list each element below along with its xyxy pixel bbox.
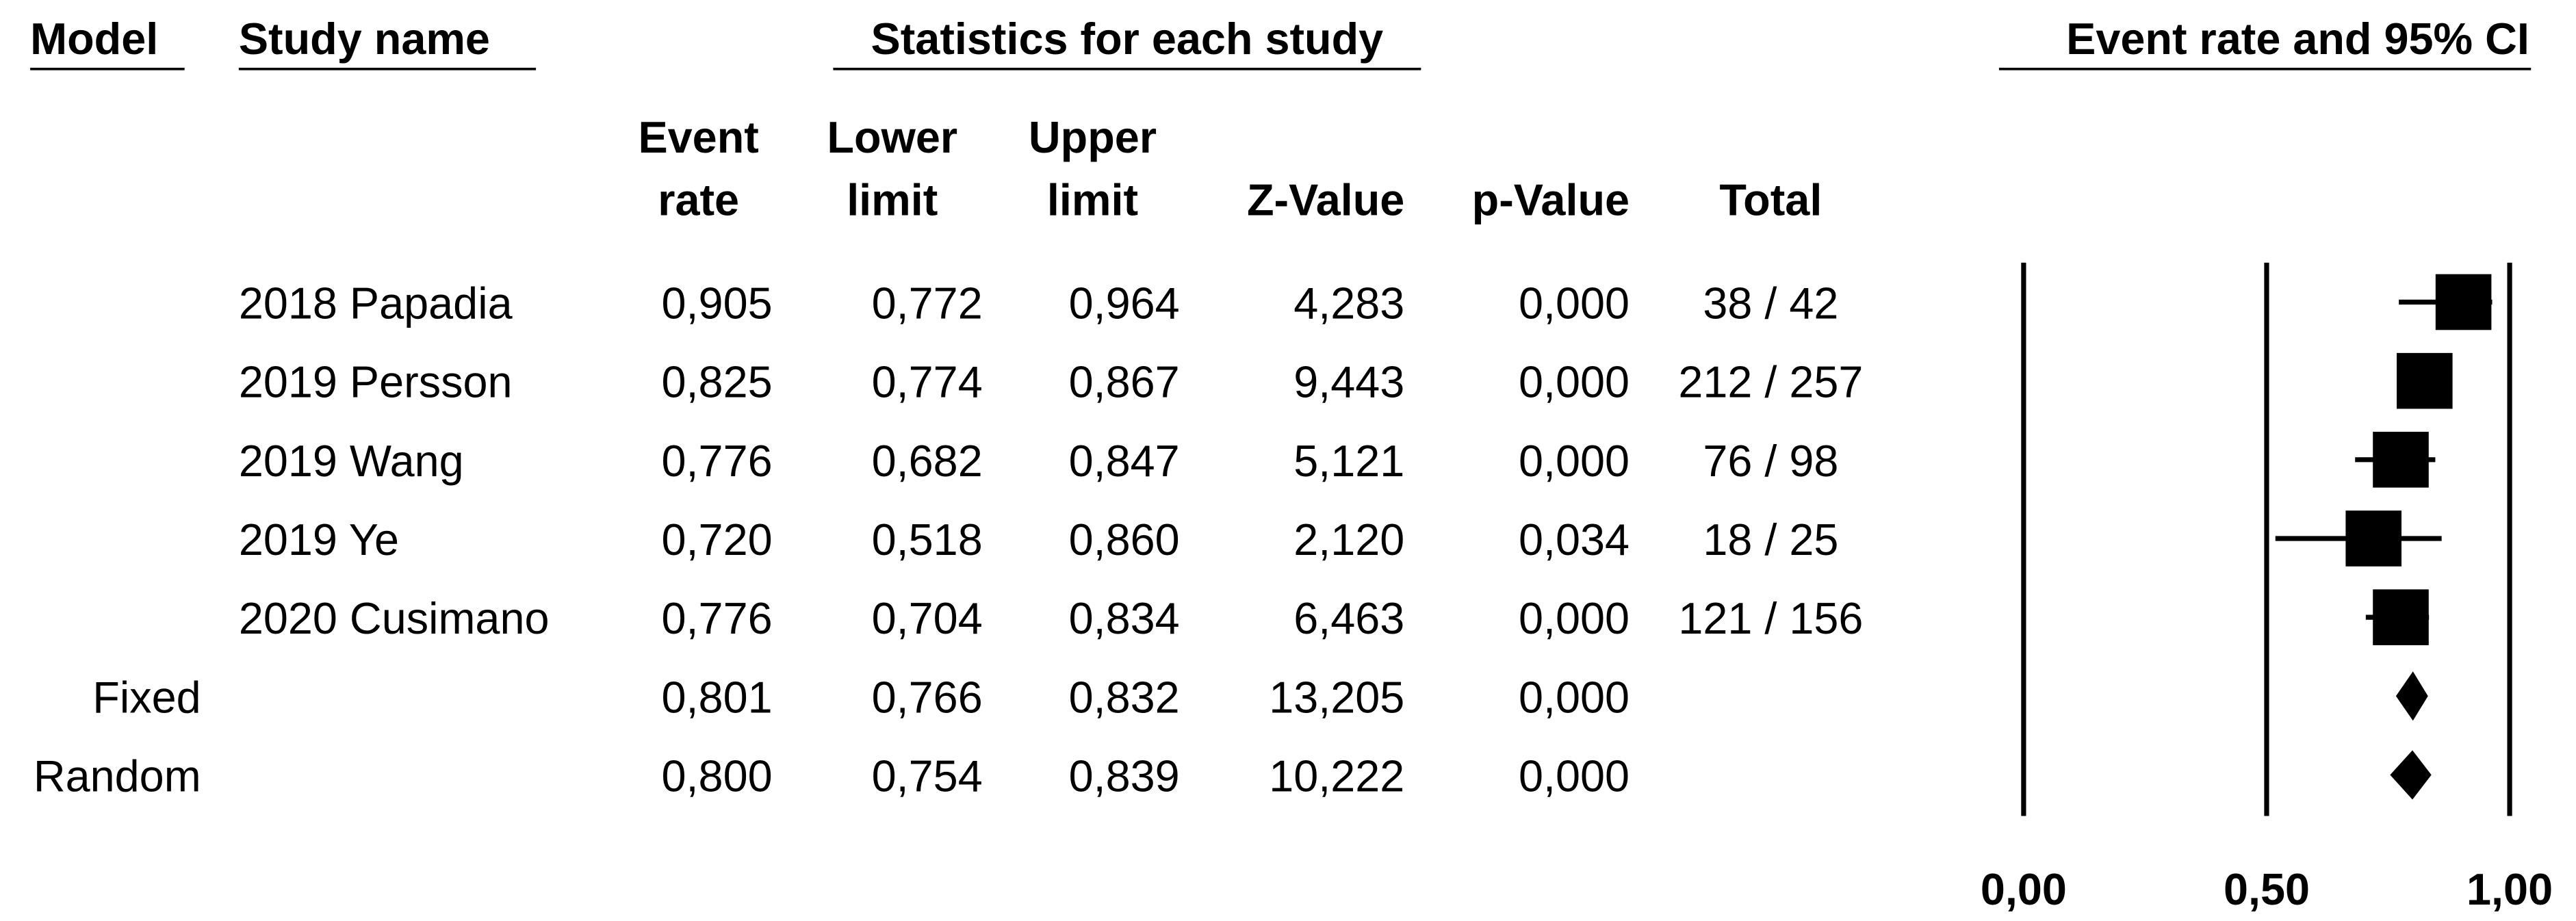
stat-value: 0,774 <box>872 357 983 407</box>
stat-value: 0,832 <box>1069 672 1180 722</box>
stat-value: 0,000 <box>1519 593 1630 643</box>
x-tick-label: 0,50 <box>2224 864 2310 914</box>
total: 18 / 25 <box>1703 515 1838 565</box>
study-name: 2019 Ye <box>239 515 399 565</box>
x-tick-label: 0,00 <box>1981 864 2067 914</box>
stat-value: 10,222 <box>1269 751 1404 801</box>
stat-value: 0,000 <box>1519 357 1630 407</box>
stat-value: 0,754 <box>872 751 983 801</box>
stats-header: Statistics for each study <box>871 14 1384 64</box>
column-header: Event <box>638 112 758 162</box>
pooled-diamond <box>2390 750 2432 800</box>
stat-value: 0,825 <box>662 357 773 407</box>
stat-value: 13,205 <box>1269 672 1404 722</box>
stat-value: 9,443 <box>1293 357 1404 407</box>
stat-value: 2,120 <box>1293 515 1404 565</box>
stat-value: 0,034 <box>1519 515 1630 565</box>
column-header: p-Value <box>1472 174 1630 224</box>
study-marker <box>2396 352 2453 409</box>
total: 76 / 98 <box>1703 436 1838 486</box>
stat-value: 0,720 <box>662 515 773 565</box>
stat-value: 0,000 <box>1519 751 1630 801</box>
study-name: 2018 Papadia <box>239 278 513 328</box>
stat-value: 0,867 <box>1069 357 1180 407</box>
stat-value: 0,000 <box>1519 672 1630 722</box>
stat-value: 0,682 <box>872 436 983 486</box>
stat-value: 0,000 <box>1519 278 1630 328</box>
pooled-diamond <box>2395 671 2428 721</box>
study-header: Study name <box>239 14 490 64</box>
stat-value: 5,121 <box>1293 436 1404 486</box>
stat-value: 0,834 <box>1069 593 1180 643</box>
study-marker <box>2373 432 2429 488</box>
plot-title: Event rate and 95% CI <box>2066 14 2529 64</box>
column-header: Upper <box>1029 112 1157 162</box>
column-header: rate <box>658 174 739 224</box>
x-tick-label: 1,00 <box>2466 864 2553 914</box>
total: 212 / 257 <box>1678 357 1863 407</box>
stat-value: 0,860 <box>1069 515 1180 565</box>
total: 121 / 156 <box>1678 593 1863 643</box>
study-marker <box>2435 274 2492 330</box>
stat-value: 0,704 <box>872 593 983 643</box>
stat-value: 0,776 <box>662 593 773 643</box>
stat-value: 6,463 <box>1293 593 1404 643</box>
column-header: Lower <box>827 112 957 162</box>
stat-value: 4,283 <box>1293 278 1404 328</box>
stat-value: 0,839 <box>1069 751 1180 801</box>
stat-value: 0,772 <box>872 278 983 328</box>
study-name: 2019 Persson <box>239 357 513 407</box>
stat-value: 0,905 <box>662 278 773 328</box>
study-name: 2020 Cusimano <box>239 593 550 643</box>
stat-value: 0,800 <box>662 751 773 801</box>
column-header: limit <box>847 174 938 224</box>
model-header: Model <box>30 14 158 64</box>
stat-value: 0,766 <box>872 672 983 722</box>
column-header: limit <box>1047 174 1138 224</box>
model-name: Random <box>34 751 201 801</box>
study-name: 2019 Wang <box>239 436 464 486</box>
stat-value: 0,847 <box>1069 436 1180 486</box>
stat-value: 0,964 <box>1069 278 1180 328</box>
total: 38 / 42 <box>1703 278 1838 328</box>
column-header: Total <box>1719 174 1822 224</box>
stat-value: 0,801 <box>662 672 773 722</box>
stat-value: 0,518 <box>872 515 983 565</box>
study-marker <box>2373 589 2429 645</box>
column-header: Z-Value <box>1247 174 1404 224</box>
stat-value: 0,000 <box>1519 436 1630 486</box>
stat-value: 0,776 <box>662 436 773 486</box>
model-name: Fixed <box>92 672 201 722</box>
study-marker <box>2345 510 2402 567</box>
